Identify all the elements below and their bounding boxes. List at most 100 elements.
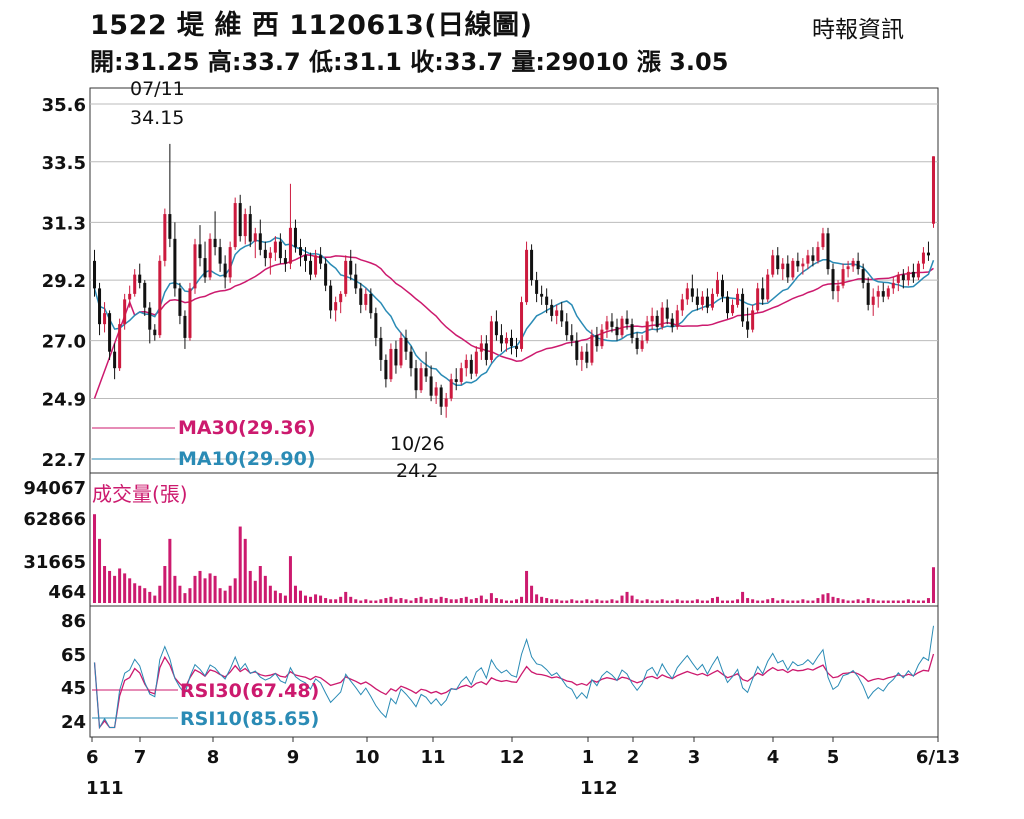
price-tick-label: 29.2 xyxy=(42,271,86,292)
candle-body xyxy=(314,255,318,275)
candle xyxy=(916,260,920,281)
candle xyxy=(248,205,252,248)
candle-body xyxy=(816,247,820,261)
rsi-tick-label: 65 xyxy=(61,645,86,666)
candle xyxy=(896,271,900,292)
rsi-axis-ticks: 86 65 45 24 xyxy=(61,611,86,733)
candle-body xyxy=(741,293,745,322)
volume-bar xyxy=(253,580,257,603)
volume-bar xyxy=(906,599,910,603)
candle-body xyxy=(213,238,217,248)
volume-bar xyxy=(821,594,825,603)
volume-bar xyxy=(454,599,458,603)
volume-bar xyxy=(258,566,262,603)
candle-body xyxy=(705,296,709,308)
candle-body xyxy=(449,379,453,399)
volume-bar xyxy=(630,595,634,603)
volume-bar xyxy=(93,514,97,603)
candle-body xyxy=(766,274,770,300)
candle-body xyxy=(188,288,192,338)
candle xyxy=(168,143,172,248)
candle-body xyxy=(273,241,277,253)
candle-body xyxy=(454,379,458,382)
rsi10-legend-label: RSI10(85.65) xyxy=(180,708,319,730)
candle-body xyxy=(565,321,569,336)
candle-body xyxy=(525,249,529,303)
candle xyxy=(590,329,594,366)
volume-bar xyxy=(620,595,624,603)
candle-body xyxy=(530,249,534,281)
low-annotation: 10/26 24.2 xyxy=(390,433,445,482)
volume-bar xyxy=(871,599,875,603)
candle-body xyxy=(138,274,142,283)
candle xyxy=(836,280,840,303)
candle-body xyxy=(891,282,895,289)
candle-body xyxy=(434,387,438,396)
volume-bar xyxy=(550,599,554,603)
volume-bar xyxy=(555,599,559,603)
volume-bar xyxy=(143,588,147,603)
month-label: 10 xyxy=(354,747,379,768)
volume-tick-label: 94067 xyxy=(23,478,86,499)
price-tick-label: 33.5 xyxy=(42,153,86,174)
volume-tick-label: 31665 xyxy=(23,552,86,573)
candle xyxy=(359,282,363,314)
volume-bar xyxy=(464,596,468,603)
candle-body xyxy=(695,296,699,305)
month-label: 1 xyxy=(582,747,595,768)
candle xyxy=(931,156,935,228)
volume-bar xyxy=(766,599,770,603)
candle xyxy=(545,288,549,314)
price-tick-label: 27.0 xyxy=(42,332,86,353)
volume-bar xyxy=(580,600,584,603)
candle-body xyxy=(580,351,584,360)
rsi-tick-label: 45 xyxy=(61,678,86,699)
volume-bar xyxy=(439,596,443,603)
volume-bar xyxy=(610,599,614,603)
candle xyxy=(399,332,403,369)
candle xyxy=(429,365,433,402)
candle-body xyxy=(886,288,890,297)
volume-bar xyxy=(273,590,277,603)
volume-bar xyxy=(223,590,227,603)
volume-bar xyxy=(364,599,368,603)
volume-bar xyxy=(876,600,880,603)
candle xyxy=(349,249,353,281)
month-label: 7 xyxy=(134,747,147,768)
candle-body xyxy=(163,214,167,261)
candle xyxy=(364,288,368,311)
candle-body xyxy=(93,260,97,289)
candle-body xyxy=(499,335,503,344)
volume-bar xyxy=(700,600,704,603)
volume-bar xyxy=(293,585,297,603)
candle xyxy=(389,343,393,382)
volume-bar xyxy=(881,600,885,603)
chart-title: 1522 堤 維 西 1120613(日線圖) xyxy=(90,10,533,41)
volume-bar xyxy=(444,598,448,603)
candle xyxy=(344,255,348,297)
volume-bar xyxy=(685,600,689,603)
candle-body xyxy=(715,280,719,294)
volume-bar xyxy=(118,568,122,603)
volume-bar xyxy=(288,556,292,603)
candle-body xyxy=(444,398,448,407)
candle xyxy=(871,288,875,316)
candle-body xyxy=(831,269,835,292)
candle xyxy=(650,307,654,330)
volume-bar xyxy=(540,596,544,603)
volume-bar xyxy=(243,538,247,603)
candle xyxy=(499,324,503,352)
candle xyxy=(806,249,810,270)
volume-bar xyxy=(811,600,815,603)
candle xyxy=(640,335,644,352)
candle xyxy=(329,280,333,319)
volume-bar xyxy=(494,598,498,603)
price-gridlines xyxy=(90,103,938,460)
candle xyxy=(163,208,167,267)
candle-body xyxy=(645,321,649,341)
candle xyxy=(404,329,408,360)
volume-bar xyxy=(776,600,780,603)
candle xyxy=(233,197,237,250)
candle xyxy=(113,343,117,380)
